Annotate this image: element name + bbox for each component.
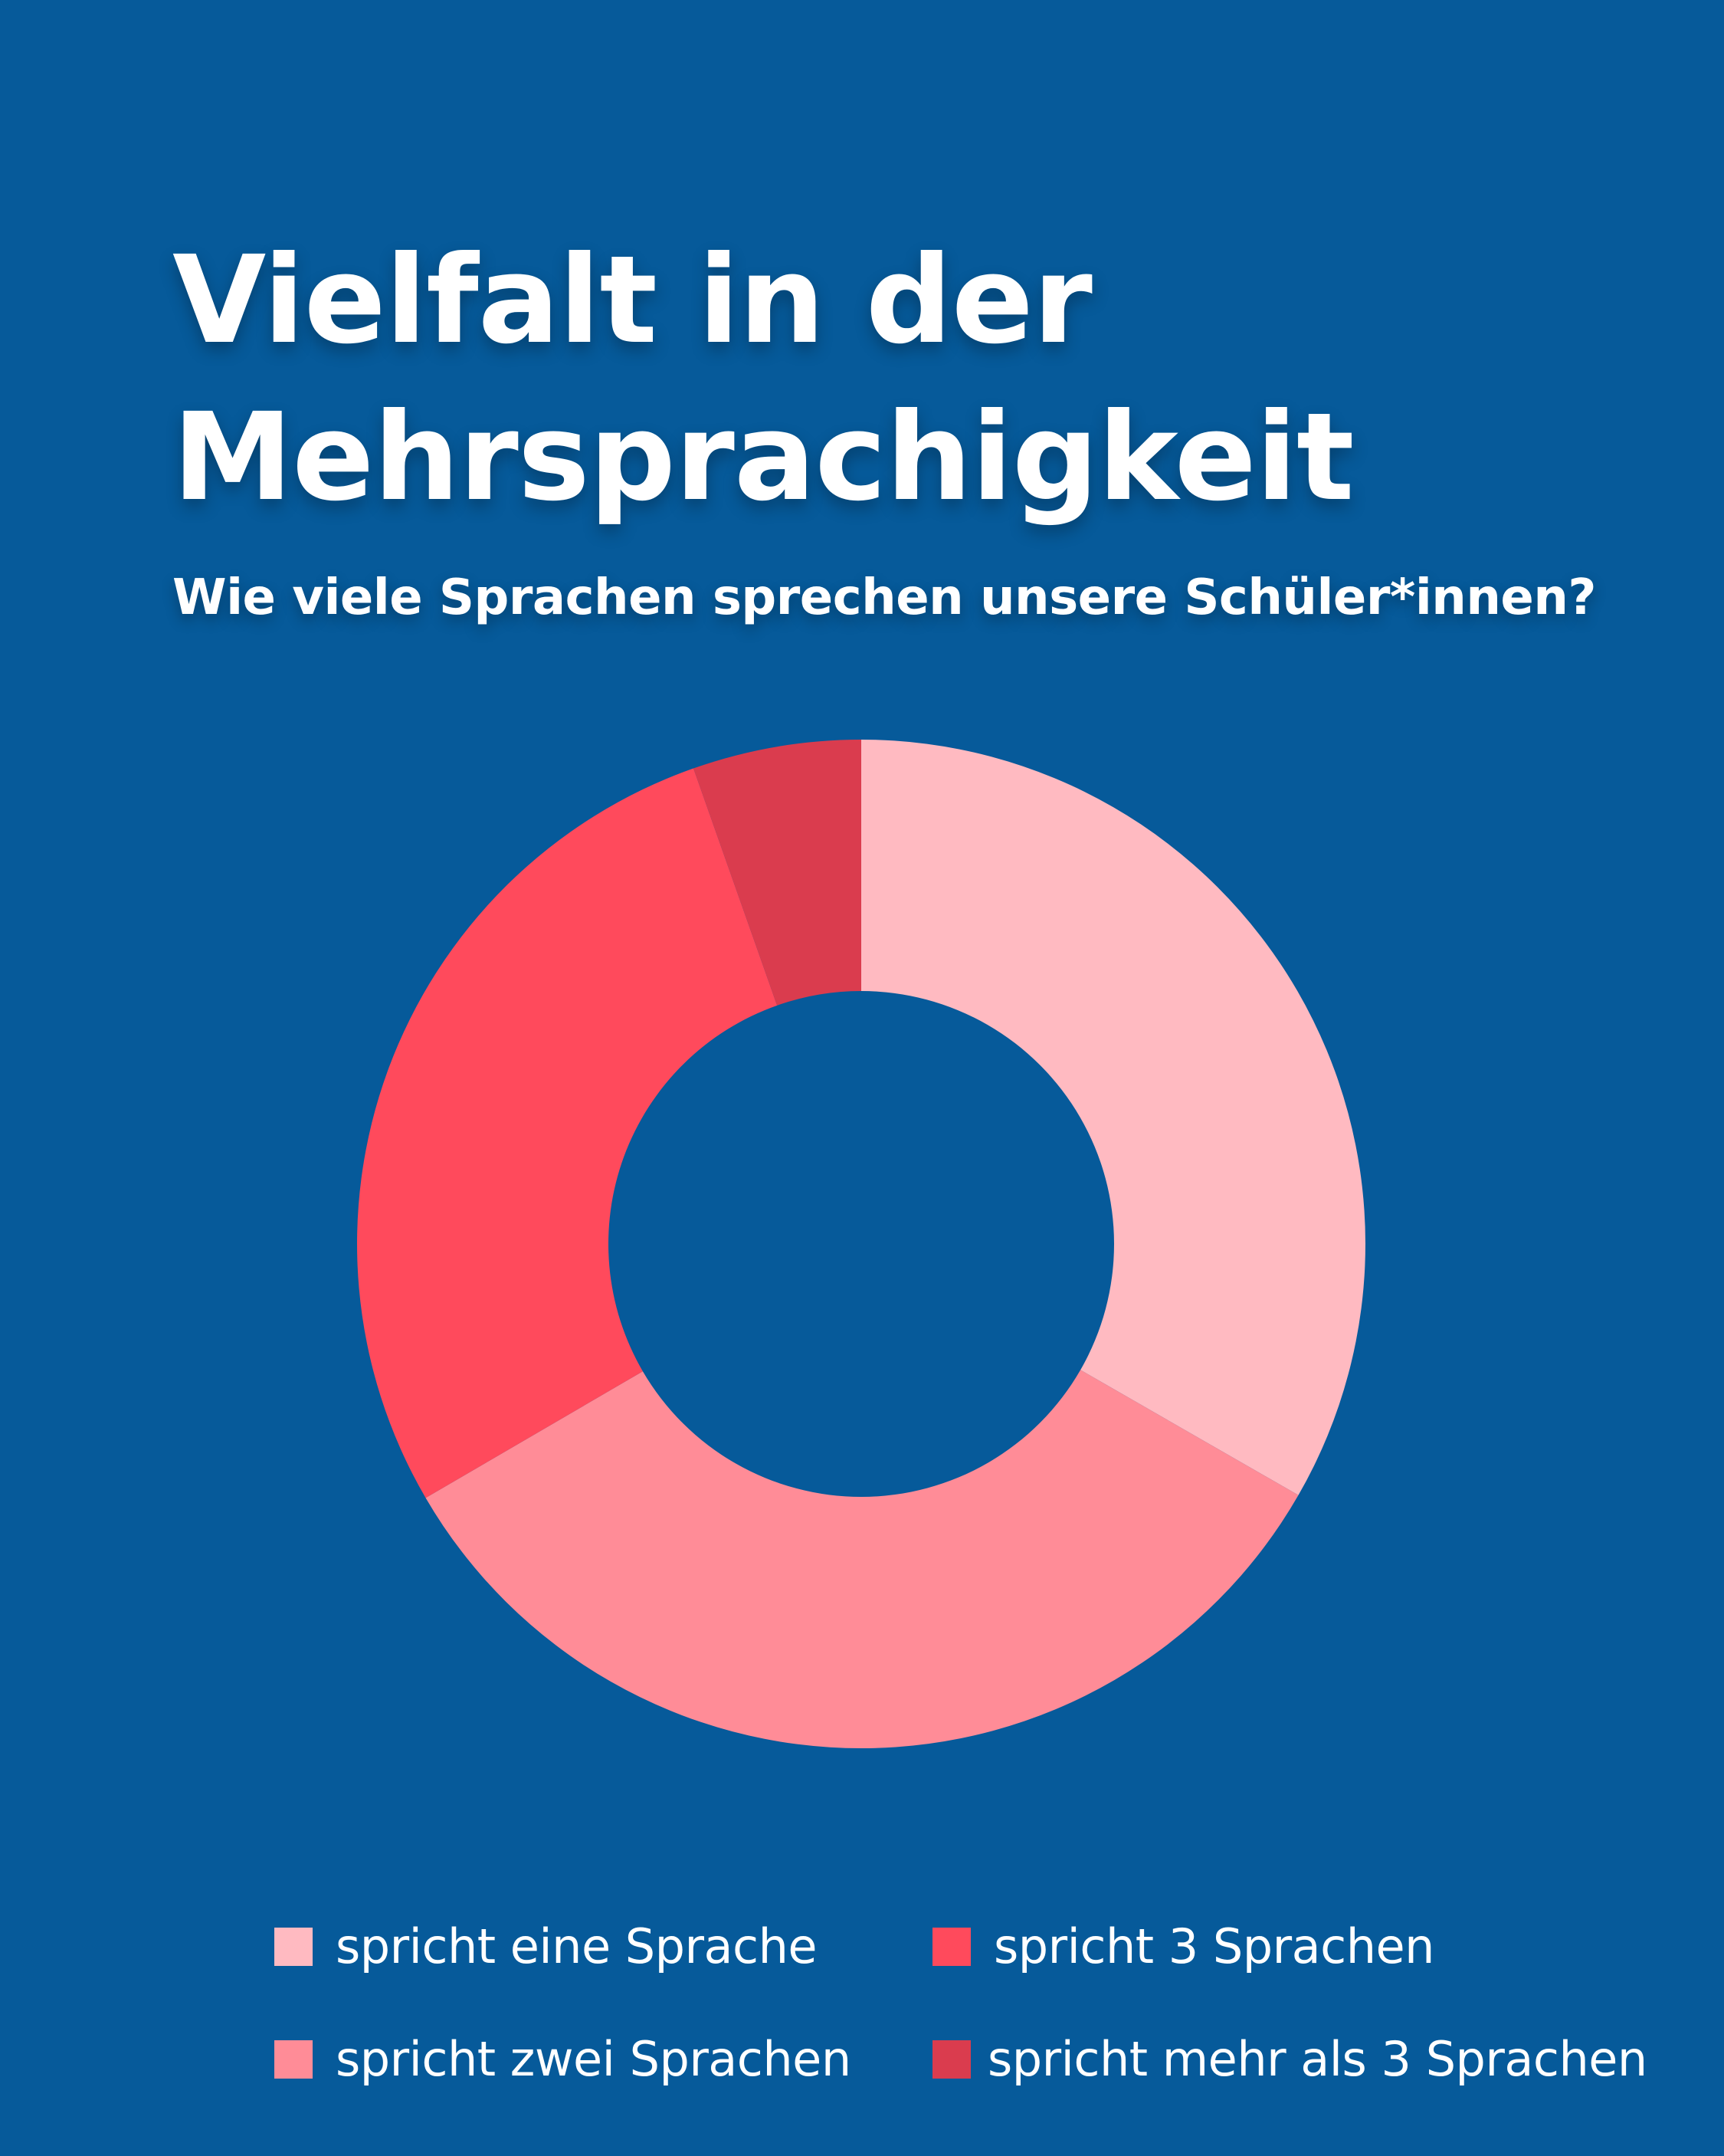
page-subtitle: Wie viele Sprachen sprechen unsere Schül…: [172, 569, 1597, 626]
legend-label-mehr-als-drei-sprachen: spricht mehr als 3 Sprachen: [988, 2031, 1647, 2087]
legend-item-eine-sprache[interactable]: spricht eine Sprache: [274, 1916, 818, 1977]
donut-slices: [356, 740, 1365, 1748]
donut-chart: [356, 740, 1365, 1748]
legend-item-zwei-sprachen[interactable]: spricht zwei Sprachen: [274, 2029, 851, 2090]
legend-label-zwei-sprachen: spricht zwei Sprachen: [336, 2031, 851, 2087]
legend-swatch-drei-sprachen: [932, 1928, 971, 1966]
legend-swatch-zwei-sprachen: [274, 2040, 313, 2079]
legend-item-mehr-als-drei-sprachen[interactable]: spricht mehr als 3 Sprachen: [932, 2029, 1647, 2090]
slice-zwei-sprachen: [425, 1370, 1299, 1748]
page-title: Vielfalt in der Mehrsprachigkeit: [172, 222, 1355, 537]
legend-item-drei-sprachen[interactable]: spricht 3 Sprachen: [932, 1916, 1434, 1977]
slice-mehr-als-drei-sprachen: [693, 740, 861, 1006]
title-line-2: Mehrsprachigkeit: [172, 387, 1355, 528]
legend-swatch-mehr-als-drei-sprachen: [932, 2040, 971, 2079]
title-line-1: Vielfalt in der: [172, 230, 1093, 371]
slice-drei-sprachen: [356, 768, 778, 1498]
legend-label-eine-sprache: spricht eine Sprache: [336, 1918, 818, 1974]
legend-swatch-eine-sprache: [274, 1928, 313, 1966]
legend-label-drei-sprachen: spricht 3 Sprachen: [994, 1918, 1434, 1974]
slice-eine-sprache: [861, 740, 1365, 1495]
